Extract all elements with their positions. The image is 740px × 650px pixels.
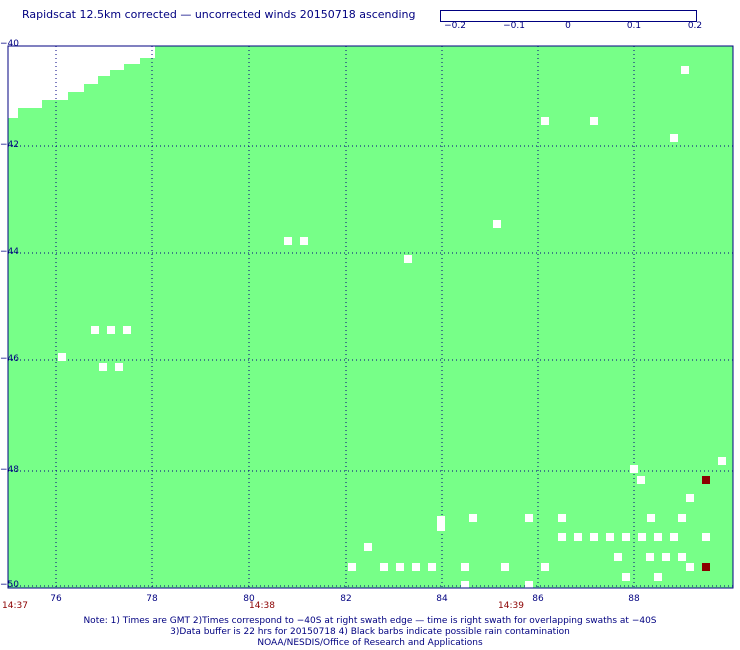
- missing-data-cell: [654, 573, 662, 581]
- missing-data-cell: [702, 533, 710, 541]
- missing-data-cell: [590, 117, 598, 125]
- colorbar: [440, 10, 697, 22]
- ocean-swath: [8, 46, 733, 588]
- colorbar-label: 0: [565, 21, 571, 31]
- missing-data-cell: [348, 563, 356, 571]
- missing-data-cell: [380, 563, 388, 571]
- colorbar-label: 0.2: [687, 21, 703, 31]
- lon-label: 76: [50, 594, 62, 604]
- missing-data-cell: [525, 514, 533, 522]
- lon-label: 80: [243, 594, 255, 604]
- missing-data-cell: [115, 363, 123, 371]
- missing-data-cell: [670, 134, 678, 142]
- missing-data-cell: [681, 66, 689, 74]
- missing-data-cell: [670, 533, 678, 541]
- wind-difference-cells: [58, 66, 726, 589]
- missing-data-cell: [469, 514, 477, 522]
- missing-data-cell: [647, 514, 655, 522]
- missing-data-cell: [718, 457, 726, 465]
- missing-data-cell: [654, 533, 662, 541]
- missing-data-cell: [558, 533, 566, 541]
- colorbar-label: 0.1: [626, 21, 642, 31]
- lat-label: −48: [0, 465, 19, 475]
- missing-data-cell: [662, 553, 670, 561]
- missing-data-cell: [501, 563, 509, 571]
- missing-data-cell: [630, 465, 638, 473]
- missing-data-cell: [412, 563, 420, 571]
- time-label: 14:38: [249, 601, 275, 611]
- note-line-1: Note: 1) Times are GMT 2)Times correspon…: [83, 616, 657, 626]
- note-line-3: NOAA/NESDIS/Office of Research and Appli…: [257, 638, 483, 648]
- missing-data-cell: [91, 326, 99, 334]
- missing-data-cell: [99, 363, 107, 371]
- missing-data-cell: [404, 255, 412, 263]
- lat-label: −44: [0, 247, 19, 257]
- missing-data-cell: [123, 326, 131, 334]
- lon-label: 78: [146, 594, 158, 604]
- high-difference-cell: [702, 476, 710, 484]
- missing-data-cell: [614, 553, 622, 561]
- missing-data-cell: [686, 563, 694, 571]
- colorbar-label: −0.1: [503, 21, 525, 31]
- missing-data-cell: [622, 573, 630, 581]
- plot-frame: [7, 45, 734, 589]
- high-difference-cell: [702, 563, 710, 571]
- missing-data-cell: [606, 533, 614, 541]
- lon-label: 86: [532, 594, 544, 604]
- missing-data-cell: [428, 563, 436, 571]
- missing-data-cell: [678, 514, 686, 522]
- missing-data-cell: [461, 581, 469, 589]
- missing-data-cell: [638, 533, 646, 541]
- missing-data-cell: [590, 533, 598, 541]
- missing-data-cell: [541, 563, 549, 571]
- lat-label: −40: [0, 39, 19, 49]
- missing-data-cell: [646, 553, 654, 561]
- lat-label: −46: [0, 354, 19, 364]
- plot-title: Rapidscat 12.5km corrected — uncorrected…: [22, 8, 416, 21]
- missing-data-cell: [364, 543, 372, 551]
- missing-data-cell: [574, 533, 582, 541]
- missing-data-cell: [300, 237, 308, 245]
- lat-label: −42: [0, 140, 19, 150]
- missing-data-cell: [541, 117, 549, 125]
- missing-data-cell: [493, 220, 501, 228]
- missing-data-cell: [284, 237, 292, 245]
- colorbar-label: −0.2: [444, 21, 466, 31]
- lon-label: 82: [340, 594, 352, 604]
- missing-data-cell: [525, 581, 533, 589]
- missing-data-cell: [107, 326, 115, 334]
- missing-data-cell: [58, 353, 66, 361]
- missing-data-cell: [437, 523, 445, 531]
- lat-label: −50: [0, 580, 19, 590]
- lon-label: 88: [628, 594, 640, 604]
- missing-data-cell: [396, 563, 404, 571]
- lon-label: 84: [436, 594, 448, 604]
- missing-data-cell: [686, 494, 694, 502]
- missing-data-cell: [637, 476, 645, 484]
- missing-data-cell: [622, 533, 630, 541]
- time-label: 14:37: [2, 601, 28, 611]
- missing-data-cell: [437, 516, 445, 524]
- time-label: 14:39: [498, 601, 524, 611]
- missing-data-cell: [558, 514, 566, 522]
- missing-data-cell: [461, 563, 469, 571]
- missing-data-cell: [678, 553, 686, 561]
- note-line-2: 3)Data buffer is 22 hrs for 20150718 4) …: [170, 627, 570, 637]
